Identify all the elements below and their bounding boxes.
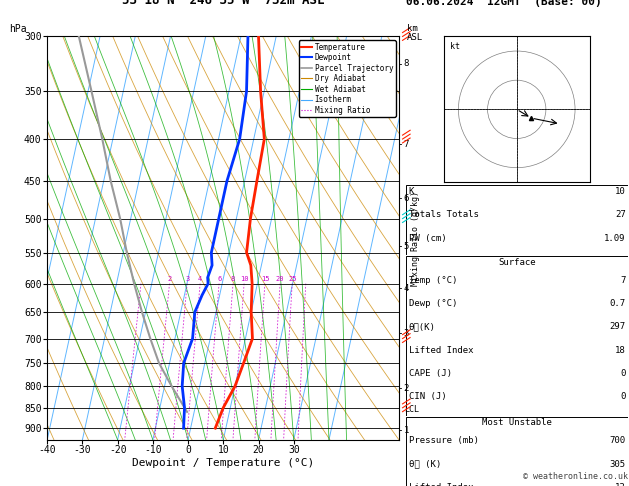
Text: 25: 25 [288,277,296,282]
Text: 2: 2 [404,384,409,393]
Text: 15: 15 [260,277,269,282]
Text: Most Unstable: Most Unstable [482,418,552,428]
Text: Temp (°C): Temp (°C) [409,276,457,285]
Text: km
ASL: km ASL [407,24,423,42]
Text: θᴄ(K): θᴄ(K) [409,322,436,331]
Text: 3: 3 [404,329,409,338]
Text: Dewp (°C): Dewp (°C) [409,299,457,308]
X-axis label: Dewpoint / Temperature (°C): Dewpoint / Temperature (°C) [132,458,314,468]
Text: 13: 13 [615,483,626,486]
Text: 06.06.2024  12GMT  (Base: 00): 06.06.2024 12GMT (Base: 00) [406,0,601,7]
Text: 20: 20 [276,277,284,282]
Text: 53°18'N  246°35'W  732m ASL: 53°18'N 246°35'W 732m ASL [122,0,325,7]
Text: 4: 4 [404,284,409,293]
Text: 0: 0 [620,392,626,401]
Text: Lifted Index: Lifted Index [409,346,474,355]
Text: © weatheronline.co.uk: © weatheronline.co.uk [523,472,628,481]
Text: Surface: Surface [498,258,535,267]
Text: 7: 7 [404,140,409,149]
Text: 3: 3 [185,277,189,282]
Text: 18: 18 [615,346,626,355]
Text: 8: 8 [231,277,235,282]
Text: K: K [409,187,415,196]
Text: 0: 0 [620,369,626,378]
Text: 10: 10 [240,277,248,282]
Text: 297: 297 [610,322,626,331]
Text: 0.7: 0.7 [610,299,626,308]
Text: hPa: hPa [9,24,27,34]
Text: 5: 5 [404,242,409,250]
Text: 305: 305 [610,460,626,469]
Text: 1: 1 [404,426,409,434]
Text: PW (cm): PW (cm) [409,234,447,243]
Text: 6: 6 [404,193,409,203]
Text: Pressure (mb): Pressure (mb) [409,436,479,446]
Text: Lifted Index: Lifted Index [409,483,474,486]
Text: CAPE (J): CAPE (J) [409,369,452,378]
Text: 6: 6 [217,277,221,282]
Text: Totals Totals: Totals Totals [409,210,479,220]
Text: 27: 27 [615,210,626,220]
Text: 700: 700 [610,436,626,446]
Text: θᴄ (K): θᴄ (K) [409,460,441,469]
Text: 1.09: 1.09 [604,234,626,243]
Text: 8: 8 [404,59,409,69]
Legend: Temperature, Dewpoint, Parcel Trajectory, Dry Adiabat, Wet Adiabat, Isotherm, Mi: Temperature, Dewpoint, Parcel Trajectory… [299,40,396,117]
Text: 2: 2 [167,277,172,282]
Text: 7: 7 [620,276,626,285]
Text: Mixing Ratio (g/kg): Mixing Ratio (g/kg) [411,191,420,286]
Text: 4: 4 [198,277,203,282]
Text: LCL: LCL [404,405,419,415]
Text: 10: 10 [615,187,626,196]
Text: CIN (J): CIN (J) [409,392,447,401]
Text: kt: kt [450,42,460,52]
